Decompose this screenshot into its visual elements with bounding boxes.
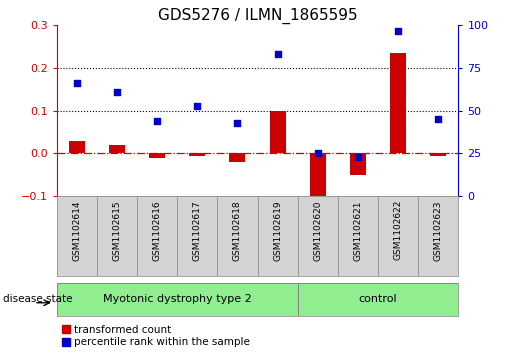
Point: [73, 81, 81, 86]
Point: [434, 116, 442, 122]
Bar: [269, 111, 286, 153]
Point: [394, 28, 402, 33]
Bar: [68, 140, 85, 153]
Text: GSM1102622: GSM1102622: [393, 200, 403, 260]
Point: [273, 52, 282, 57]
Point: [354, 154, 362, 160]
Bar: [229, 153, 246, 162]
Text: GSM1102619: GSM1102619: [273, 200, 282, 261]
Point: [193, 103, 201, 109]
Bar: [57, 283, 298, 316]
Legend: transformed count, percentile rank within the sample: transformed count, percentile rank withi…: [62, 325, 250, 347]
Point: [113, 89, 121, 95]
Bar: [310, 153, 326, 205]
Text: disease state: disease state: [3, 294, 72, 305]
Text: GSM1102615: GSM1102615: [112, 200, 122, 261]
Text: GSM1102623: GSM1102623: [434, 200, 443, 261]
Text: control: control: [359, 294, 398, 305]
Text: GSM1102614: GSM1102614: [72, 200, 81, 261]
Bar: [430, 153, 447, 155]
Bar: [109, 145, 125, 153]
Text: GSM1102616: GSM1102616: [152, 200, 162, 261]
Text: GSM1102618: GSM1102618: [233, 200, 242, 261]
Point: [314, 150, 322, 156]
Text: GSM1102617: GSM1102617: [193, 200, 202, 261]
Text: GSM1102620: GSM1102620: [313, 200, 322, 261]
Point: [233, 120, 242, 126]
Bar: [149, 153, 165, 158]
Title: GDS5276 / ILMN_1865595: GDS5276 / ILMN_1865595: [158, 8, 357, 24]
Text: Myotonic dystrophy type 2: Myotonic dystrophy type 2: [103, 294, 251, 305]
Text: GSM1102621: GSM1102621: [353, 200, 363, 261]
Point: [153, 118, 161, 124]
Bar: [189, 153, 205, 155]
Bar: [390, 53, 406, 153]
Bar: [350, 153, 366, 175]
Bar: [298, 283, 458, 316]
